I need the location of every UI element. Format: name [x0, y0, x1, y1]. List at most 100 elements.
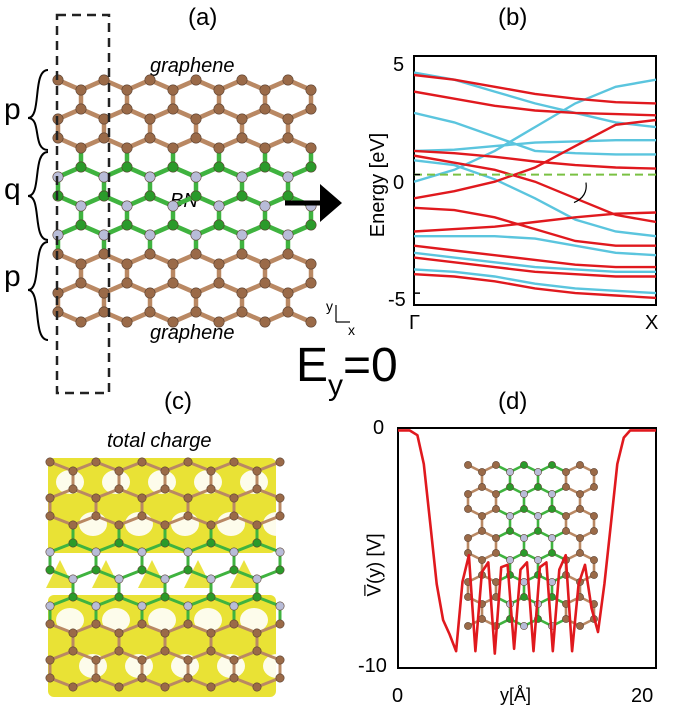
- field-arrow-head: [320, 184, 342, 222]
- panel-label-b: (b): [498, 4, 528, 31]
- nitrogen-atom: [534, 468, 542, 476]
- carbon-atom: [305, 277, 317, 289]
- boron-atom: [75, 161, 87, 173]
- boron-atom: [160, 592, 170, 602]
- carbon-atom: [121, 84, 133, 96]
- carbon-atom: [206, 466, 216, 476]
- boron-atom: [520, 505, 528, 513]
- band-red: [414, 90, 656, 117]
- nitrogen-atom: [548, 490, 556, 498]
- carbon-atom: [305, 84, 317, 96]
- carbon-atom: [98, 74, 110, 86]
- band-blue: [414, 268, 656, 295]
- b-xtick-x: X: [645, 312, 659, 334]
- carbon-atom: [167, 142, 179, 154]
- boron-atom: [144, 190, 156, 202]
- carbon-atom: [183, 493, 193, 503]
- nitrogen-atom: [506, 556, 514, 564]
- carbon-atom: [190, 113, 202, 125]
- carbon-atom: [91, 511, 101, 521]
- boron-atom: [206, 592, 216, 602]
- boron-atom: [506, 483, 514, 491]
- boron-atom: [137, 565, 147, 575]
- panel-d-potential: [397, 427, 657, 669]
- carbon-atom: [590, 483, 598, 491]
- boron-atom: [252, 538, 262, 548]
- nitrogen-atom: [68, 574, 78, 584]
- band-blue: [414, 78, 656, 183]
- carbon-atom: [68, 484, 78, 494]
- carbon-atom: [206, 682, 216, 692]
- nitrogen-atom: [45, 601, 55, 611]
- nitrogen-atom: [534, 556, 542, 564]
- nitrogen-atom: [183, 547, 193, 557]
- carbon-atom: [259, 142, 271, 154]
- carbon-atom: [213, 142, 225, 154]
- brace-p-top: [27, 69, 49, 151]
- boron-atom: [213, 161, 225, 173]
- carbon-atom: [45, 511, 55, 521]
- nitrogen-atom: [144, 229, 156, 241]
- carbon-atom: [236, 306, 248, 318]
- d-ytick-0: 0: [373, 417, 385, 439]
- carbon-atom: [259, 103, 271, 115]
- carbon-atom: [91, 673, 101, 683]
- carbon-atom: [213, 84, 225, 96]
- boron-atom: [160, 538, 170, 548]
- top-layer-label: graphene: [150, 55, 235, 77]
- panel-label-d: (d): [498, 388, 528, 415]
- nitrogen-atom: [75, 200, 87, 212]
- boron-atom: [275, 565, 285, 575]
- carbon-atom: [282, 248, 294, 260]
- carbon-atom: [229, 511, 239, 521]
- nitrogen-atom: [548, 534, 556, 542]
- carbon-atom: [98, 306, 110, 318]
- bracket-label-p-top: p: [4, 93, 21, 126]
- nitrogen-atom: [506, 512, 514, 520]
- carbon-atom: [305, 316, 317, 328]
- carbon-atom: [121, 142, 133, 154]
- carbon-atom: [183, 457, 193, 467]
- charge-void: [240, 608, 268, 632]
- carbon-atom: [114, 484, 124, 494]
- carbon-atom: [114, 646, 124, 656]
- boron-atom: [68, 592, 78, 602]
- band-red: [414, 244, 656, 269]
- carbon-atom: [259, 316, 271, 328]
- boron-atom: [183, 565, 193, 575]
- nitrogen-atom: [236, 229, 248, 241]
- carbon-atom: [478, 468, 486, 476]
- b-ytick-5: 5: [393, 54, 405, 76]
- carbon-atom: [213, 103, 225, 115]
- carbon-atom: [590, 556, 598, 564]
- nitrogen-atom: [282, 229, 294, 241]
- carbon-atom: [144, 113, 156, 125]
- bracket-label-q: q: [4, 173, 21, 206]
- carbon-atom: [167, 258, 179, 270]
- band-blue: [414, 159, 656, 238]
- nitrogen-atom: [259, 200, 271, 212]
- charge-void: [148, 608, 176, 632]
- carbon-atom: [206, 520, 216, 530]
- carbon-atom: [236, 74, 248, 86]
- charge-void: [194, 608, 222, 632]
- carbon-atom: [75, 277, 87, 289]
- band-blue: [414, 235, 656, 257]
- carbon-atom: [206, 646, 216, 656]
- boron-atom: [305, 219, 317, 231]
- boron-atom: [167, 219, 179, 231]
- boron-atom: [534, 483, 542, 491]
- b-ytick-neg5: -5: [388, 289, 406, 311]
- carbon-atom: [75, 258, 87, 270]
- carbon-atom: [137, 511, 147, 521]
- nitrogen-atom: [520, 578, 528, 586]
- band-lines: [414, 71, 656, 300]
- carbon-atom: [137, 457, 147, 467]
- carbon-atom: [121, 103, 133, 115]
- b-xtick-gamma: Γ: [409, 312, 421, 334]
- carbon-atom: [478, 512, 486, 520]
- boron-atom: [506, 527, 514, 535]
- nitrogen-atom: [506, 468, 514, 476]
- carbon-atom: [137, 655, 147, 665]
